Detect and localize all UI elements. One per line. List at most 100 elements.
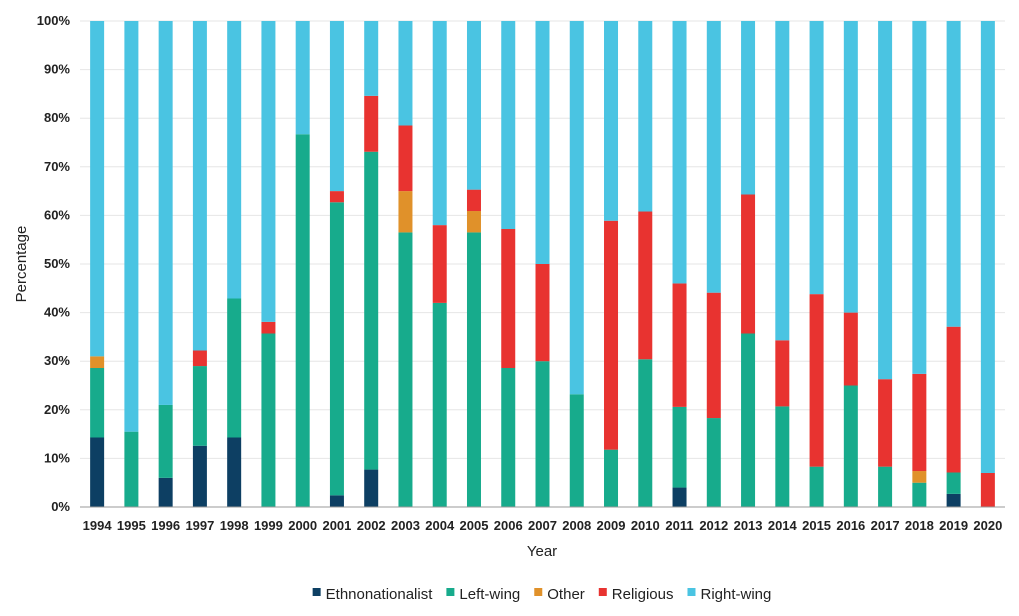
y-tick-label: 50% — [44, 256, 70, 271]
bar-segment-left-wing-1995 — [124, 431, 139, 507]
bar-segment-right-wing-1994 — [90, 21, 105, 357]
legend-label-religious: Religious — [612, 586, 674, 603]
bar-segment-religious-2013 — [741, 194, 756, 334]
bar-segment-left-wing-1998 — [227, 298, 242, 438]
y-tick-label: 70% — [44, 159, 70, 174]
bar-segment-left-wing-2009 — [604, 449, 619, 507]
bar-segment-religious-2001 — [329, 191, 344, 203]
bar-segment-ethnonationalist-1996 — [158, 477, 173, 507]
bar-segment-religious-2014 — [775, 340, 790, 407]
y-tick-label: 60% — [44, 207, 70, 222]
bar-segment-other-2005 — [466, 211, 481, 233]
y-tick-label: 0% — [51, 499, 70, 514]
x-tick-label: 2005 — [460, 518, 489, 533]
x-tick-label: 2006 — [494, 518, 523, 533]
bar-segment-left-wing-2002 — [364, 151, 379, 470]
legend-swatch-other — [534, 588, 543, 596]
bar-segment-right-wing-2002 — [364, 21, 379, 96]
bar-segment-ethnonationalist-2011 — [672, 487, 687, 507]
bar-segment-religious-2018 — [912, 373, 927, 472]
x-tick-label: 1998 — [220, 518, 249, 533]
legend-swatch-right-wing — [687, 588, 696, 596]
bar-segment-left-wing-2019 — [946, 472, 961, 494]
bar-segment-right-wing-2001 — [329, 21, 344, 192]
bar-segment-right-wing-2000 — [295, 21, 310, 135]
bar-segment-right-wing-2010 — [638, 21, 653, 212]
bar-segment-right-wing-1995 — [124, 21, 139, 432]
bar-segment-left-wing-2014 — [775, 406, 790, 507]
x-tick-label: 1996 — [151, 518, 180, 533]
bar-segment-left-wing-2012 — [706, 418, 721, 507]
y-axis-ticks: 0% 10% 20% 30% 40% 50% 60% 70% 80% 90% 100% — [37, 13, 71, 514]
bar-segment-right-wing-2007 — [535, 21, 550, 264]
legend: Ethnonationalist Left-wing Other Religious R… — [312, 586, 771, 603]
y-tick-label: 40% — [44, 305, 70, 320]
y-tick-label: 10% — [44, 450, 70, 465]
bar-segment-right-wing-2009 — [604, 21, 619, 221]
bar-segment-religious-2009 — [604, 220, 619, 450]
bar-segment-ethnonationalist-2001 — [329, 495, 344, 507]
x-tick-label: 2017 — [871, 518, 900, 533]
x-tick-label: 2001 — [322, 518, 351, 533]
x-tick-label: 2004 — [425, 518, 455, 533]
legend-label-right-wing: Right-wing — [700, 586, 771, 603]
bar-segment-ethnonationalist-1997 — [192, 445, 207, 507]
x-tick-label: 1999 — [254, 518, 283, 533]
x-tick-label: 2009 — [597, 518, 626, 533]
bar-segment-left-wing-2016 — [843, 385, 858, 507]
bar-segment-religious-2015 — [809, 294, 824, 467]
legend-label-other: Other — [547, 586, 585, 603]
bar-segment-right-wing-2003 — [398, 21, 413, 126]
bar-segment-left-wing-2000 — [295, 134, 310, 507]
x-tick-label: 2018 — [905, 518, 934, 533]
bar-segment-left-wing-2007 — [535, 361, 550, 507]
legend-label-left-wing: Left-wing — [459, 586, 520, 603]
y-tick-label: 20% — [44, 402, 70, 417]
bar-segment-right-wing-2011 — [672, 21, 687, 284]
bar-segment-right-wing-2017 — [878, 21, 893, 380]
bar-segment-religious-2016 — [843, 312, 858, 386]
bar-segment-left-wing-2010 — [638, 359, 653, 507]
bar-segment-religious-2012 — [706, 292, 721, 419]
bar-segment-other-2018 — [912, 471, 927, 483]
x-tick-label: 2014 — [768, 518, 798, 533]
bar-segment-religious-1999 — [261, 321, 276, 334]
x-tick-label: 1995 — [117, 518, 146, 533]
legend-label-ethnonationalist: Ethnonationalist — [326, 586, 434, 603]
bar-segment-right-wing-2019 — [946, 21, 961, 327]
bar-segment-left-wing-2011 — [672, 406, 687, 488]
bar-segment-left-wing-2008 — [569, 394, 584, 507]
x-axis-label: Year — [527, 543, 557, 560]
bar-segment-left-wing-2005 — [466, 232, 481, 507]
x-tick-label: 2015 — [802, 518, 831, 533]
bar-segment-left-wing-1997 — [192, 366, 207, 446]
x-tick-label: 2000 — [288, 518, 317, 533]
y-tick-label: 100% — [37, 13, 71, 28]
legend-swatch-left-wing — [446, 588, 455, 596]
bar-segment-right-wing-2008 — [569, 21, 584, 395]
bar-segment-ethnonationalist-1998 — [227, 437, 242, 507]
bar-segment-right-wing-2020 — [980, 21, 995, 473]
bar-segment-right-wing-2012 — [706, 21, 721, 293]
x-tick-label: 2007 — [528, 518, 557, 533]
bar-segment-religious-2011 — [672, 283, 687, 407]
x-tick-label: 2010 — [631, 518, 660, 533]
x-tick-label: 2019 — [939, 518, 968, 533]
bar-segment-religious-2005 — [466, 189, 481, 212]
y-axis-label: Percentage — [13, 226, 30, 303]
x-tick-label: 2016 — [836, 518, 865, 533]
y-tick-label: 30% — [44, 353, 70, 368]
bar-segment-left-wing-1999 — [261, 333, 276, 507]
bar-segment-left-wing-2003 — [398, 232, 413, 507]
bar-segment-right-wing-1996 — [158, 21, 173, 405]
bar-segment-other-2003 — [398, 191, 413, 233]
bar-segment-left-wing-2001 — [329, 202, 344, 496]
bar-segment-religious-2020 — [980, 472, 995, 507]
bar-segment-religious-1997 — [192, 350, 207, 367]
bar-segment-religious-2010 — [638, 211, 653, 360]
bar-segment-religious-2017 — [878, 379, 893, 467]
x-tick-label: 2002 — [357, 518, 386, 533]
bar-segment-right-wing-2005 — [466, 21, 481, 190]
bar-segment-religious-2003 — [398, 125, 413, 192]
